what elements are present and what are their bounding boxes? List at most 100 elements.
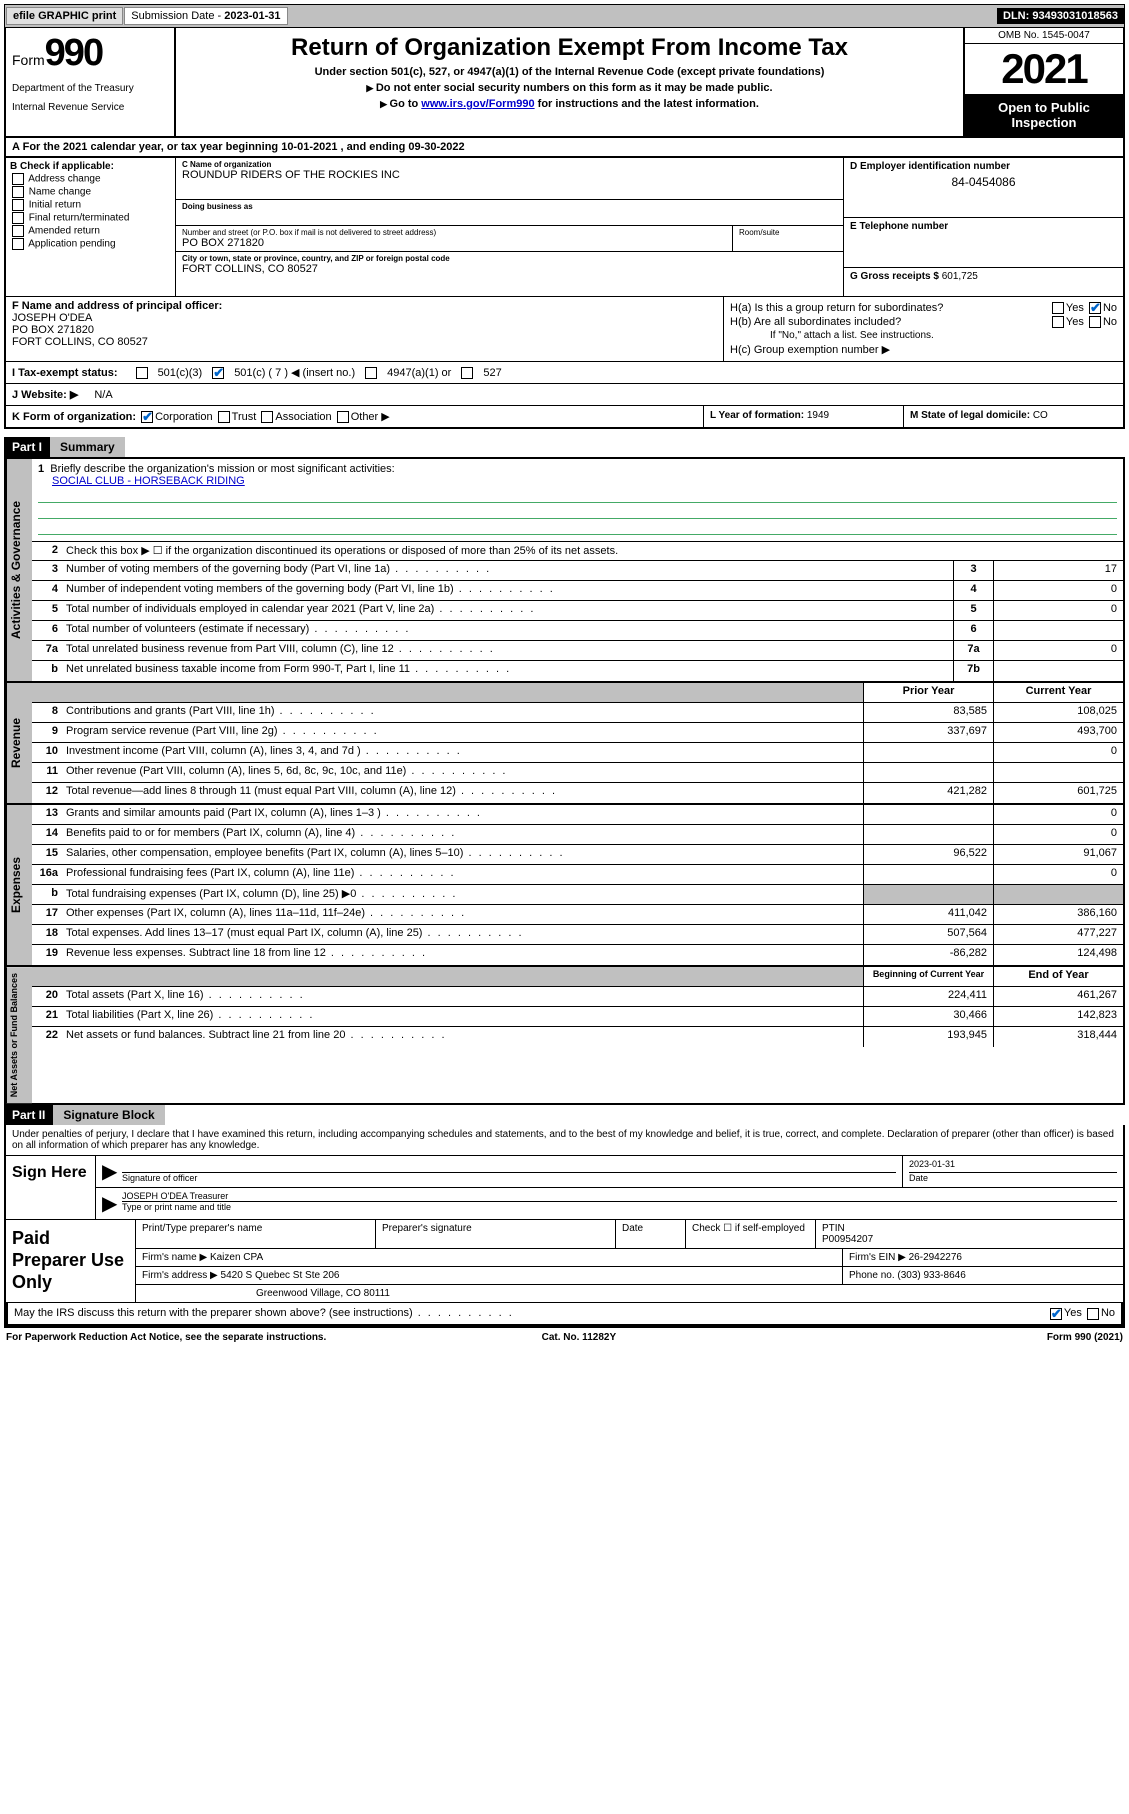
i-4947-checkbox[interactable] <box>365 367 377 379</box>
hb-yes-checkbox[interactable] <box>1052 316 1064 328</box>
l-year-formation: L Year of formation: 1949 <box>703 406 903 427</box>
begin-value: 193,945 <box>863 1027 993 1047</box>
i-527-checkbox[interactable] <box>461 367 473 379</box>
line-desc: Other revenue (Part VIII, column (A), li… <box>62 763 863 782</box>
form990-link[interactable]: www.irs.gov/Form990 <box>421 98 534 110</box>
ha-no-checkbox[interactable] <box>1089 302 1101 314</box>
row-i-tax-exempt: I Tax-exempt status: 501(c)(3) 501(c) ( … <box>4 362 1125 384</box>
room-suite-label: Room/suite <box>733 226 843 251</box>
i-opt-501c3: 501(c)(3) <box>158 367 203 379</box>
k-other-checkbox[interactable] <box>337 411 349 423</box>
chk-name-change[interactable]: Name change <box>10 186 171 198</box>
line-desc: Net assets or fund balances. Subtract li… <box>62 1027 863 1047</box>
net-header-row: Beginning of Current Year End of Year <box>32 967 1123 987</box>
ein-box: D Employer identification number 84-0454… <box>844 158 1123 218</box>
prior-value: 421,282 <box>863 783 993 803</box>
line-num-box: 7a <box>953 641 993 660</box>
firm-ein-label: Firm's EIN ▶ <box>849 1252 909 1263</box>
mission-block: 1 Briefly describe the organization's mi… <box>32 459 1123 541</box>
firm-name: Kaizen CPA <box>210 1252 263 1263</box>
line-desc: Salaries, other compensation, employee b… <box>62 845 863 864</box>
line-desc: Total number of volunteers (estimate if … <box>62 621 953 640</box>
current-value: 601,725 <box>993 783 1123 803</box>
line-value: 17 <box>993 561 1123 580</box>
table-row: 11 Other revenue (Part VIII, column (A),… <box>32 763 1123 783</box>
l-value: 1949 <box>807 410 829 421</box>
k-corp-checkbox[interactable] <box>141 411 153 423</box>
tax-year: 2021 <box>965 44 1123 94</box>
preparer-right: Print/Type preparer's name Preparer's si… <box>136 1220 1123 1302</box>
prior-year-header: Prior Year <box>863 683 993 702</box>
l-label: L Year of formation: <box>710 410 807 421</box>
line-value <box>993 661 1123 681</box>
current-value: 0 <box>993 825 1123 844</box>
expenses-body: 13 Grants and similar amounts paid (Part… <box>32 805 1123 965</box>
part2-header-row: Part II Signature Block <box>4 1105 1125 1125</box>
preparer-block: Paid Preparer Use Only Print/Type prepar… <box>6 1219 1123 1302</box>
chk-application-pending[interactable]: Application pending <box>10 238 171 250</box>
ptin-label: PTIN <box>822 1223 845 1234</box>
line-desc: Professional fundraising fees (Part IX, … <box>62 865 863 884</box>
preparer-row-addr: Firm's address ▶ 5420 S Quebec St Ste 20… <box>136 1267 1123 1285</box>
i-501c-checkbox[interactable] <box>212 367 224 379</box>
row-klm: K Form of organization: Corporation Trus… <box>4 406 1125 429</box>
header-sub3: Go to www.irs.gov/Form990 for instructio… <box>186 98 953 110</box>
i-501c3-checkbox[interactable] <box>136 367 148 379</box>
line-num: 14 <box>32 825 62 844</box>
may-yes-checkbox[interactable] <box>1050 1308 1062 1320</box>
submission-date-box: Submission Date - 2023-01-31 <box>124 7 287 25</box>
chk-initial-return[interactable]: Initial return <box>10 199 171 211</box>
prep-selfemp: Check ☐ if self-employed <box>686 1220 816 1248</box>
table-row: 19 Revenue less expenses. Subtract line … <box>32 945 1123 965</box>
line-desc: Net unrelated business taxable income fr… <box>62 661 953 681</box>
line-desc: Total unrelated business revenue from Pa… <box>62 641 953 660</box>
table-row: 9 Program service revenue (Part VIII, li… <box>32 723 1123 743</box>
ptin-value: P00954207 <box>822 1234 873 1245</box>
line-desc: Other expenses (Part IX, column (A), lin… <box>62 905 863 924</box>
prior-value: 507,564 <box>863 925 993 944</box>
ha-yes-checkbox[interactable] <box>1052 302 1064 314</box>
line-num-box: 7b <box>953 661 993 681</box>
header-right: OMB No. 1545-0047 2021 Open to Public In… <box>963 28 1123 136</box>
begin-year-header: Beginning of Current Year <box>863 967 993 986</box>
efile-graphic-print-button[interactable]: efile GRAPHIC print <box>6 7 123 25</box>
line-desc: Total revenue—add lines 8 through 11 (mu… <box>62 783 863 803</box>
firm-addr1: 5420 S Quebec St Ste 206 <box>221 1270 340 1281</box>
revenue-header-row: Prior Year Current Year <box>32 683 1123 703</box>
form-header: Form990 Department of the Treasury Inter… <box>4 28 1125 138</box>
chk-amended-return[interactable]: Amended return <box>10 225 171 237</box>
line-desc: Total assets (Part X, line 16) <box>62 987 863 1006</box>
current-year-header: Current Year <box>993 683 1123 702</box>
mission-text[interactable]: SOCIAL CLUB - HORSEBACK RIDING <box>52 475 245 487</box>
part2-title: Signature Block <box>53 1105 164 1125</box>
chk-address-change[interactable]: Address change <box>10 173 171 185</box>
table-row: 5 Total number of individuals employed i… <box>32 601 1123 621</box>
line-num: 8 <box>32 703 62 722</box>
may-discuss-text: May the IRS discuss this return with the… <box>14 1307 514 1319</box>
mission-underline <box>38 489 1117 503</box>
line-num: 22 <box>32 1027 62 1047</box>
prior-value <box>863 865 993 884</box>
ha-yesno: Yes No <box>1050 302 1117 314</box>
form-prefix: Form <box>12 52 45 68</box>
table-row: b Net unrelated business taxable income … <box>32 661 1123 681</box>
line-desc: Contributions and grants (Part VIII, lin… <box>62 703 863 722</box>
preparer-row-addr2: Greenwood Village, CO 80111 <box>136 1285 1123 1302</box>
dba-label: Doing business as <box>182 202 837 211</box>
current-value: 124,498 <box>993 945 1123 965</box>
dln-box: DLN: 93493031018563 <box>997 8 1124 24</box>
preparer-title: Paid Preparer Use Only <box>6 1220 136 1302</box>
chk-final-return[interactable]: Final return/terminated <box>10 212 171 224</box>
header-sub1: Under section 501(c), 527, or 4947(a)(1)… <box>186 66 953 78</box>
prior-value: 337,697 <box>863 723 993 742</box>
revenue-sidelabel: Revenue <box>6 683 32 803</box>
may-no-checkbox[interactable] <box>1087 1308 1099 1320</box>
dln-label: DLN: <box>1003 10 1032 22</box>
k-assoc-checkbox[interactable] <box>261 411 273 423</box>
ha-row: H(a) Is this a group return for subordin… <box>730 302 1117 314</box>
i-opt-501c: 501(c) ( 7 ) ◀ (insert no.) <box>234 366 355 379</box>
hb-no-checkbox[interactable] <box>1089 316 1101 328</box>
prior-value <box>863 763 993 782</box>
k-trust-checkbox[interactable] <box>218 411 230 423</box>
form-number: 990 <box>45 32 102 74</box>
